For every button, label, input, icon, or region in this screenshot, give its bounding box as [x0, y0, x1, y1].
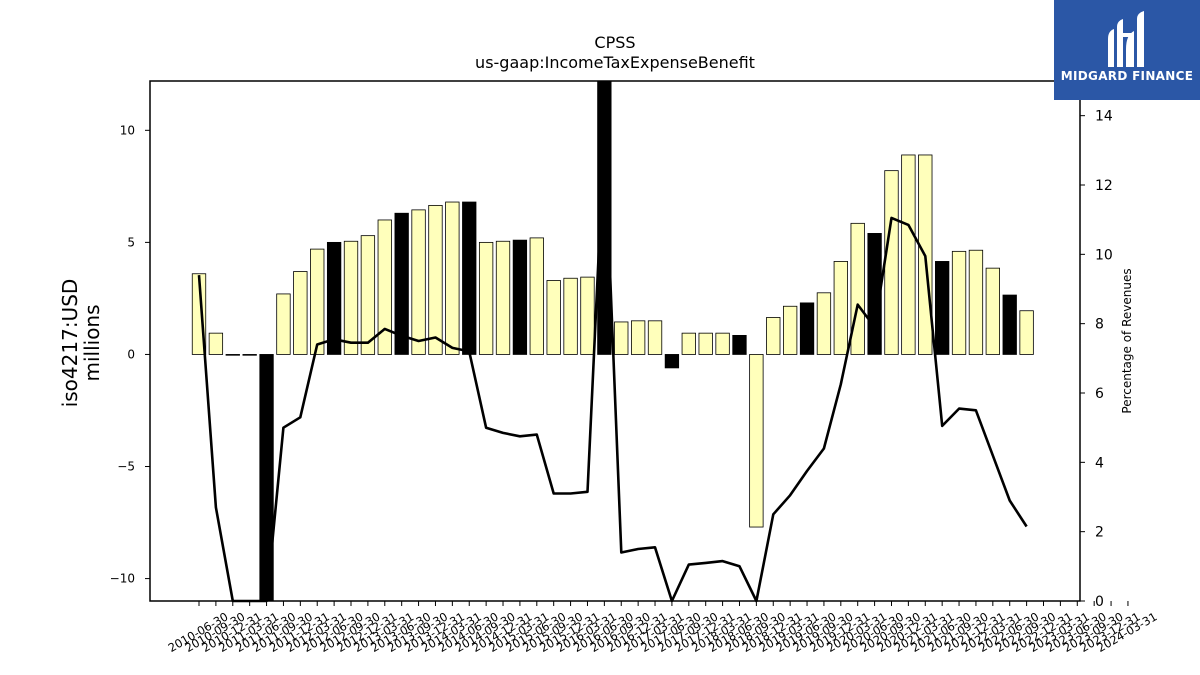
bar	[495, 240, 511, 355]
bar	[394, 212, 409, 355]
y-axis-label: iso4217:USDmillions	[58, 279, 104, 408]
y-axis-label-line: iso4217:USD	[58, 279, 82, 408]
bar	[411, 209, 426, 355]
midgard-logo-icon	[1108, 11, 1144, 67]
bar	[445, 201, 460, 355]
bar	[428, 204, 443, 355]
bar	[242, 354, 257, 356]
bar	[310, 248, 325, 355]
bar	[462, 201, 477, 355]
bar	[326, 241, 342, 355]
bar	[478, 241, 494, 355]
y-tick-label: 5	[127, 235, 135, 249]
bar	[225, 354, 240, 356]
bar	[546, 280, 561, 355]
x-axis: 2010-06-302010-09-302010-12-312011-03-31…	[166, 601, 1159, 655]
bar	[664, 354, 680, 369]
y2-tick-label: 12	[1095, 178, 1113, 194]
y2-tick-label: 14	[1095, 109, 1113, 125]
y2-axis: 0 2 4 6 8 10 12 14	[1080, 109, 1113, 610]
bar	[647, 320, 663, 355]
bar	[293, 271, 308, 355]
y2-tick-label: 8	[1095, 317, 1104, 333]
bar	[816, 292, 832, 355]
bar	[901, 154, 916, 355]
brand-logo: MIDGARD FINANCE	[1054, 0, 1200, 100]
bar	[715, 332, 730, 355]
bar	[276, 293, 291, 355]
bar	[614, 321, 629, 355]
bar	[833, 261, 848, 355]
bar	[985, 267, 1000, 355]
bar	[783, 305, 798, 355]
brand-name: MIDGARD FINANCE	[1060, 69, 1194, 83]
bar	[343, 240, 359, 355]
bar	[749, 354, 764, 528]
bar	[377, 219, 392, 355]
y2-tick-label: 10	[1095, 247, 1113, 263]
bar	[698, 332, 713, 355]
bar	[935, 261, 950, 355]
bar	[563, 277, 578, 355]
bar	[580, 276, 595, 355]
y-axis-label-line: millions	[80, 304, 104, 381]
bar	[766, 317, 781, 355]
line-group	[197, 131, 1028, 603]
chart-subtitle: us-gaap:IncomeTaxExpenseBenefit	[475, 53, 755, 72]
plot-frame	[149, 80, 1081, 602]
bar	[884, 170, 899, 355]
y-axis: −10 −5 0 5 10	[110, 123, 150, 586]
bar	[951, 250, 967, 355]
bar	[968, 249, 984, 355]
y-tick-label: 0	[127, 347, 135, 361]
y2-tick-label: 4	[1095, 455, 1104, 471]
bar	[360, 235, 376, 355]
bar	[850, 222, 865, 355]
line-series	[197, 131, 1028, 603]
y2-tick-label: 2	[1095, 525, 1104, 541]
bar	[681, 332, 696, 355]
y-tick-label: 10	[120, 123, 135, 137]
chart-title: CPSS	[594, 33, 635, 52]
bar	[1019, 310, 1034, 355]
y-tick-label: −5	[117, 460, 135, 474]
bar	[1002, 294, 1017, 355]
bar-group	[191, 80, 1034, 602]
bar	[732, 334, 747, 355]
y-tick-label: −10	[110, 572, 135, 586]
y2-tick-label: 6	[1095, 386, 1104, 402]
bar	[799, 302, 815, 355]
y2-tick-label: 0	[1095, 594, 1104, 610]
bar	[630, 320, 646, 355]
bar	[208, 332, 224, 355]
bar	[529, 237, 544, 355]
y2-axis-label: Percentage of Revenues	[1120, 268, 1134, 413]
bar	[512, 239, 528, 355]
